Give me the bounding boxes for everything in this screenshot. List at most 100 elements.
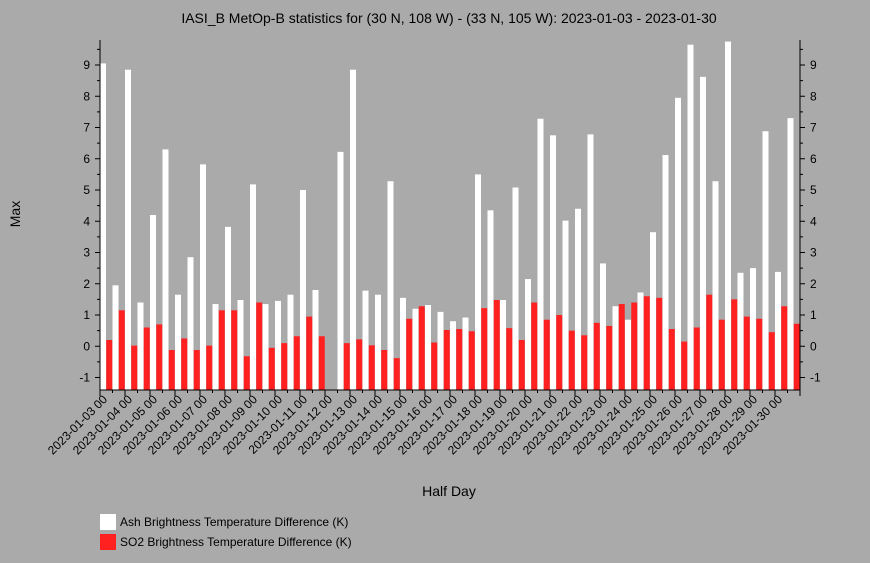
- bar-ash-40: [600, 263, 606, 390]
- bar-so2-50: [731, 299, 738, 391]
- y-tick-label-left: 9: [83, 58, 90, 72]
- bar-so2-33: [518, 340, 525, 390]
- bar-ash-52: [750, 268, 756, 391]
- bar-ash-55: [787, 118, 794, 390]
- bar-so2-3: [143, 327, 150, 390]
- bar-ash-7: [187, 257, 194, 390]
- bar-so2-37: [568, 330, 575, 391]
- bar-ash-48: [700, 76, 706, 391]
- bar-ash-30: [475, 174, 481, 390]
- bar-so2-41: [618, 304, 625, 390]
- bar-ash-13: [262, 304, 269, 390]
- bar-ash-21: [362, 290, 369, 391]
- x-axis-label: Half Day: [422, 483, 476, 499]
- bar-ash-5: [162, 149, 169, 390]
- bar-so2-29: [468, 331, 475, 390]
- bar-so2-2: [131, 345, 138, 391]
- legend-swatch-ash: [100, 514, 116, 530]
- bar-ash-1: [112, 285, 119, 390]
- y-tick-label-left: 5: [83, 183, 90, 197]
- bar-ash-39: [587, 134, 594, 390]
- bar-ash-37: [562, 220, 569, 390]
- y-axis-label: Max: [7, 201, 23, 227]
- y-tick-label-left: 8: [83, 89, 90, 103]
- bar-ash-28: [450, 321, 456, 390]
- bar-so2-51: [743, 316, 750, 390]
- y-tick-label-right: -1: [810, 371, 821, 385]
- y-tick-label-left: 0: [83, 339, 90, 353]
- bar-ash-15: [287, 294, 294, 390]
- bar-so2-48: [706, 294, 713, 390]
- y-tick-label-right: 3: [810, 246, 817, 260]
- bar-ash-10: [225, 226, 231, 390]
- y-tick-label-left: 2: [83, 277, 90, 291]
- bar-so2-38: [581, 335, 588, 390]
- bar-so2-36: [556, 315, 563, 390]
- bar-ash-20: [350, 69, 356, 390]
- legend-swatch-so2: [100, 534, 116, 550]
- bar-so2-28: [456, 329, 463, 390]
- bar-ash-53: [762, 131, 769, 390]
- y-tick-label-right: 6: [810, 152, 817, 166]
- bar-ash-47: [687, 44, 694, 390]
- bar-so2-31: [493, 300, 500, 390]
- bar-so2-15: [293, 336, 300, 390]
- bar-so2-10: [231, 310, 238, 390]
- bar-so2-44: [656, 297, 663, 390]
- legend-label-ash: Ash Brightness Temperature Difference (K…: [120, 515, 349, 529]
- y-tick-label-right: 4: [810, 214, 817, 228]
- bar-so2-21: [368, 345, 375, 390]
- bar-so2-7: [193, 350, 200, 390]
- bar-so2-13: [268, 347, 275, 390]
- bar-ash-12: [250, 184, 256, 390]
- bar-so2-16: [306, 316, 313, 390]
- bar-ash-24: [400, 297, 406, 390]
- bar-so2-47: [693, 327, 700, 390]
- bar-ash-22: [375, 294, 381, 390]
- legend-label-so2: SO2 Brightness Temperature Difference (K…: [120, 535, 352, 549]
- y-tick-label-left: -1: [79, 371, 90, 385]
- bar-so2-55: [793, 323, 800, 390]
- bar-ash-3: [137, 302, 144, 390]
- bar-so2-17: [318, 336, 325, 390]
- bar-ash-38: [575, 208, 581, 390]
- bar-ash-14: [275, 300, 281, 390]
- bar-ash-16: [300, 190, 306, 390]
- bar-so2-8: [206, 345, 213, 391]
- bar-so2-24: [406, 318, 413, 390]
- bar-so2-4: [156, 324, 163, 391]
- y-tick-label-left: 6: [83, 152, 90, 166]
- bar-ash-42: [625, 319, 631, 390]
- bar-so2-53: [768, 332, 775, 390]
- bar-so2-25: [418, 306, 425, 390]
- bar-so2-42: [631, 302, 638, 390]
- bar-ash-11: [237, 300, 244, 390]
- bar-so2-11: [243, 356, 250, 390]
- bar-ash-19: [337, 151, 344, 390]
- y-tick-label-left: 7: [83, 121, 90, 135]
- bar-ash-26: [425, 305, 431, 390]
- bar-ash-9: [212, 304, 219, 390]
- bar-so2-19: [343, 343, 350, 391]
- bar-ash-33: [512, 187, 519, 390]
- bar-so2-6: [181, 338, 188, 390]
- bar-ash-34: [525, 279, 531, 390]
- chart-title: IASI_B MetOp-B statistics for (30 N, 108…: [181, 10, 717, 26]
- bar-ash-51: [737, 272, 744, 390]
- bar-so2-0: [106, 340, 113, 390]
- bar-ash-17: [312, 290, 319, 390]
- y-tick-label-right: 0: [810, 339, 817, 353]
- bar-so2-5: [168, 350, 175, 390]
- y-tick-label-left: 1: [83, 308, 90, 322]
- y-tick-label-right: 7: [810, 121, 817, 135]
- bar-ash-32: [500, 300, 506, 390]
- y-tick-label-left: 4: [83, 214, 90, 228]
- bar-so2-52: [756, 318, 763, 390]
- bar-so2-43: [643, 296, 650, 390]
- bar-ash-23: [387, 181, 394, 390]
- bar-ash-25: [412, 308, 419, 390]
- bar-ash-41: [612, 306, 619, 390]
- bar-so2-39: [593, 322, 600, 390]
